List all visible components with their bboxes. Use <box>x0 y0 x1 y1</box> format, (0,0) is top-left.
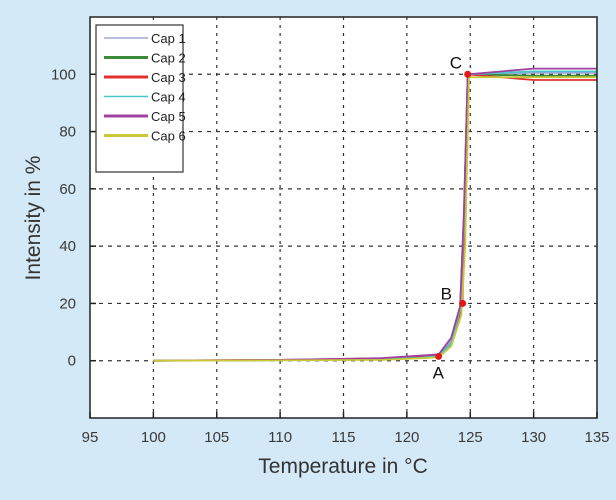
y-tick-label: 20 <box>59 295 76 312</box>
legend: Cap 1 Cap 2 Cap 3 Cap 4 Cap 5 Cap 6 <box>95 24 186 173</box>
y-tick-label: 100 <box>51 66 76 83</box>
x-axis-ticks: 95 100 105 110 115 120 125 130 135 <box>82 412 610 446</box>
x-tick-label: 105 <box>204 429 229 446</box>
legend-label: Cap 4 <box>151 90 186 105</box>
x-tick-label: 120 <box>394 429 419 446</box>
y-tick-label: 0 <box>68 353 76 370</box>
legend-box <box>95 24 184 173</box>
y-tick-label: 80 <box>59 124 76 141</box>
y-tick-label: 60 <box>59 181 76 198</box>
y-tick-label: 40 <box>59 238 76 255</box>
x-tick-label: 130 <box>521 429 546 446</box>
series-line <box>153 67 597 362</box>
series-lines <box>153 67 597 362</box>
x-axis-label: Temperature in °C <box>258 455 427 478</box>
x-tick-label: 135 <box>584 429 609 446</box>
annotation-label: C <box>450 53 462 72</box>
annotation-marker <box>464 70 472 78</box>
legend-label: Cap 3 <box>151 70 186 85</box>
annotation-markers: A B C <box>433 53 472 382</box>
x-tick-label: 95 <box>82 429 99 446</box>
x-tick-label: 100 <box>141 429 166 446</box>
legend-label: Cap 2 <box>151 51 186 66</box>
annotation-label: B <box>441 284 452 303</box>
legend-label: Cap 6 <box>151 129 186 144</box>
legend-label: Cap 1 <box>151 31 186 46</box>
series-line <box>153 76 597 362</box>
y-axis-label: Intensity in % <box>22 156 45 281</box>
annotation-marker <box>459 299 467 307</box>
y-axis-ticks: 0 20 40 60 80 100 <box>51 66 96 370</box>
annotation-marker <box>435 352 443 360</box>
x-tick-label: 115 <box>332 429 356 446</box>
x-tick-label: 125 <box>458 429 483 446</box>
legend-label: Cap 5 <box>151 109 186 124</box>
annotation-label: A <box>433 363 445 382</box>
x-tick-label: 110 <box>268 429 292 446</box>
